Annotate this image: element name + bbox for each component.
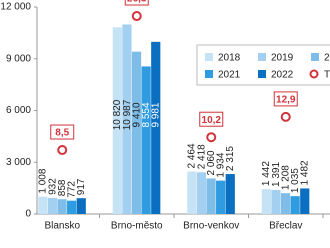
- bar: [225, 174, 235, 214]
- bar: [206, 178, 216, 214]
- value-label: 1 035: [290, 168, 301, 193]
- value-label: 10,2: [202, 115, 222, 126]
- legend-label: Trest: [324, 70, 330, 81]
- bar: [112, 27, 122, 215]
- value-label: 2 315: [225, 146, 236, 171]
- y-tick-label: 3 000: [6, 157, 31, 168]
- legend-swatch: [311, 53, 319, 61]
- value-label: 12,9: [276, 95, 296, 106]
- marker: [131, 11, 142, 22]
- legend-label: 2018: [218, 53, 241, 64]
- x-tick-label: Brno-venkov: [183, 221, 239, 232]
- x-tick-label: Břeclav: [269, 221, 302, 232]
- value-label: 917: [76, 178, 87, 195]
- value-label: 8 554: [141, 102, 152, 127]
- bar: [151, 41, 161, 214]
- legend-swatch: [258, 53, 266, 61]
- value-label: 2 464: [187, 143, 198, 168]
- value-label: 932: [47, 178, 58, 195]
- value-label: 1 934: [215, 152, 226, 177]
- bar: [261, 189, 271, 214]
- bar: [67, 200, 77, 214]
- value-label: 8,5: [55, 128, 69, 139]
- bar: [196, 172, 207, 214]
- y-tick-label: 6 000: [6, 105, 31, 116]
- legend-swatch: [205, 53, 213, 61]
- legend-label: 2021: [218, 70, 241, 81]
- value-label: 1 208: [280, 165, 291, 190]
- legend-label: 2020: [324, 53, 330, 64]
- bar: [271, 190, 281, 214]
- bar: [280, 193, 291, 214]
- legend-box: [196, 44, 330, 86]
- bar: [76, 198, 86, 214]
- y-tick-label: 9 000: [6, 53, 31, 64]
- bar: [131, 51, 142, 214]
- value-label: 1 008: [38, 168, 49, 193]
- marker: [206, 132, 217, 143]
- marker: [57, 145, 68, 156]
- y-tick-label: 0: [25, 209, 31, 220]
- value-label: 9 410: [131, 102, 142, 127]
- legend: 2018 2019 2020 2021 2022 Trest: [196, 44, 330, 86]
- bar: [216, 180, 226, 214]
- value-label: 2 060: [206, 150, 217, 175]
- bar: [141, 66, 151, 214]
- y-tick-label: 12 000: [0, 2, 31, 13]
- bar: [47, 197, 58, 214]
- value-label: 10 820: [112, 99, 123, 130]
- bar: [38, 196, 48, 214]
- legend-label: 2022: [271, 70, 294, 81]
- value-label: 9 981: [151, 102, 162, 127]
- bar: [122, 24, 132, 215]
- value-label: 2 418: [196, 144, 207, 169]
- label-box: [199, 111, 224, 127]
- legend-swatch: [205, 70, 213, 78]
- value-label: 858: [57, 179, 68, 196]
- bar: [187, 171, 197, 214]
- bar: [57, 199, 67, 214]
- value-label: 26,3: [127, 0, 147, 5]
- value-label: 772: [66, 181, 77, 198]
- value-label: 1 391: [271, 162, 282, 187]
- bar: [300, 188, 310, 214]
- legend-marker: [309, 69, 319, 79]
- label-box: [124, 0, 149, 6]
- bar: [290, 196, 300, 214]
- label-box: [273, 91, 298, 107]
- value-label: 1 442: [261, 161, 272, 186]
- x-tick-label: Blansko: [44, 221, 80, 232]
- value-label: 10 987: [122, 99, 133, 130]
- legend-label: 2019: [271, 53, 294, 64]
- marker: [280, 111, 291, 122]
- legend-swatch: [258, 70, 266, 78]
- value-label: 1 482: [300, 160, 311, 185]
- x-tick-label: Brno-město: [111, 221, 163, 232]
- label-box: [50, 124, 75, 140]
